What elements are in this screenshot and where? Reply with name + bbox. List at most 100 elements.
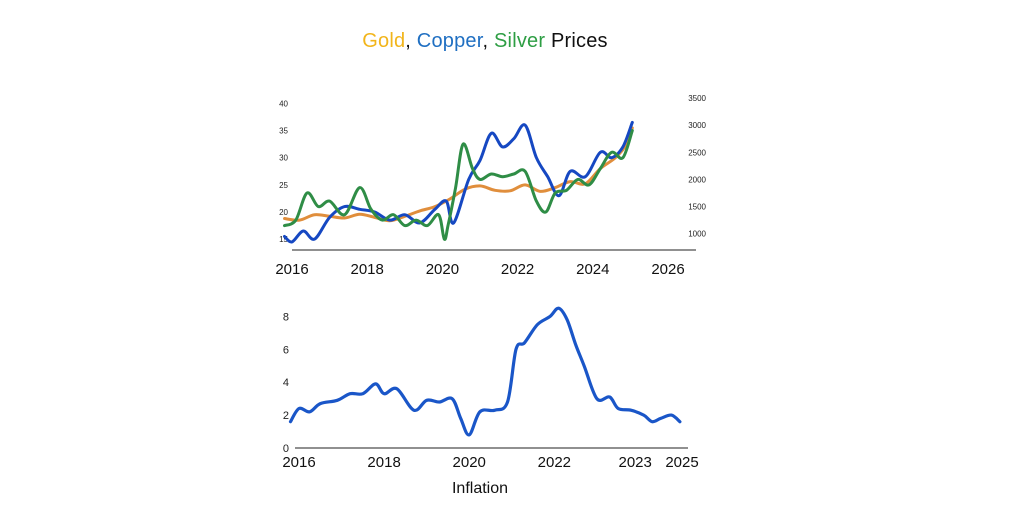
point-inflation [374,383,377,385]
point-inflation [459,417,462,420]
point-gold [283,217,286,220]
bottom-x-tick-label: 2018 [367,454,400,471]
point-silver [370,208,372,211]
point-copper [445,200,448,202]
bottom-y-tick-label: 2 [283,410,289,422]
point-inflation [479,411,481,413]
point-inflation [349,392,351,395]
top-y-right-tick-label: 3500 [688,94,706,103]
point-gold [539,190,541,193]
point-inflation [566,318,568,321]
point-inflation [438,401,441,403]
point-copper [631,121,634,124]
top-y-right-tick-label: 3000 [688,121,706,130]
point-inflation [298,407,300,410]
top-y-right-tick-label: 1000 [688,230,706,239]
top-y-left-tick-label: 35 [279,127,288,136]
point-gold [494,189,496,192]
point-silver [443,238,446,240]
point-copper [358,208,361,211]
point-silver [610,151,613,154]
point-inflation [651,420,653,423]
series-line-copper [283,120,634,244]
point-copper [610,156,613,159]
top-y-left-tick-label: 15 [279,235,288,244]
top-x-tick-label: 2016 [275,261,308,278]
point-gold [313,213,316,216]
point-copper [467,178,470,181]
point-copper [558,194,560,197]
point-inflation [536,323,539,326]
point-silver [454,186,457,189]
point-copper [328,216,331,219]
point-gold [373,216,376,219]
point-gold [464,188,466,190]
point-gold [434,205,436,208]
point-copper [452,222,455,224]
point-silver [622,156,624,159]
point-gold [343,217,346,219]
point-silver [599,167,602,170]
point-inflation [670,414,673,416]
point-silver [381,219,384,221]
point-inflation [336,399,339,402]
point-copper [622,146,624,148]
top-x-tick-label: 2026 [651,261,684,278]
title-silver: Silver [494,30,546,52]
bottom-x-tick-label: 2023 [619,454,652,471]
point-inflation [679,420,681,423]
point-copper [343,205,346,208]
point-silver [577,178,579,181]
point-inflation [396,388,398,390]
top-y-left-tick-label: 25 [279,181,288,190]
point-silver [513,173,515,175]
point-gold [328,215,331,218]
point-silver [295,219,297,221]
point-inflation [413,409,415,412]
point-silver [283,224,286,227]
point-gold [625,143,628,145]
point-silver [479,178,481,181]
title-rest: Prices [545,30,608,52]
point-copper [584,175,587,178]
point-gold [389,219,391,222]
top-y-left-tick-label: 30 [279,154,288,163]
point-silver [588,184,590,186]
point-copper [569,170,571,173]
point-copper [513,137,515,140]
series-line-silver [283,129,634,241]
bottom-y-tick-label: 0 [283,443,289,455]
point-gold [584,183,587,185]
point-silver [392,213,395,216]
point-silver [565,189,568,192]
top-x-tick-label: 2020 [426,261,459,278]
point-inflation [425,399,428,402]
point-gold [419,210,421,212]
point-copper [302,230,305,232]
bottom-x-tick-label: 2025 [665,454,698,471]
point-inflation [451,397,454,400]
point-silver [328,200,331,202]
title-gold: Gold [362,30,406,52]
point-silver [490,173,493,175]
point-silver [631,129,634,132]
point-gold [554,186,556,189]
bottom-y-tick-label: 4 [283,377,289,389]
top-y-right-tick-label: 1500 [688,203,706,212]
top-y-right-tick-label: 2500 [688,148,706,157]
point-inflation [642,414,645,416]
point-silver [426,224,429,227]
point-silver [462,143,464,145]
point-copper [313,238,316,240]
point-gold [614,156,617,159]
point-copper [490,132,493,135]
point-silver [447,224,449,227]
point-gold [404,215,406,218]
bottom-x-tick-label: 2016 [282,454,315,471]
point-inflation [289,420,292,423]
point-inflation [557,307,560,310]
point-inflation [583,365,585,367]
point-silver [535,200,538,202]
